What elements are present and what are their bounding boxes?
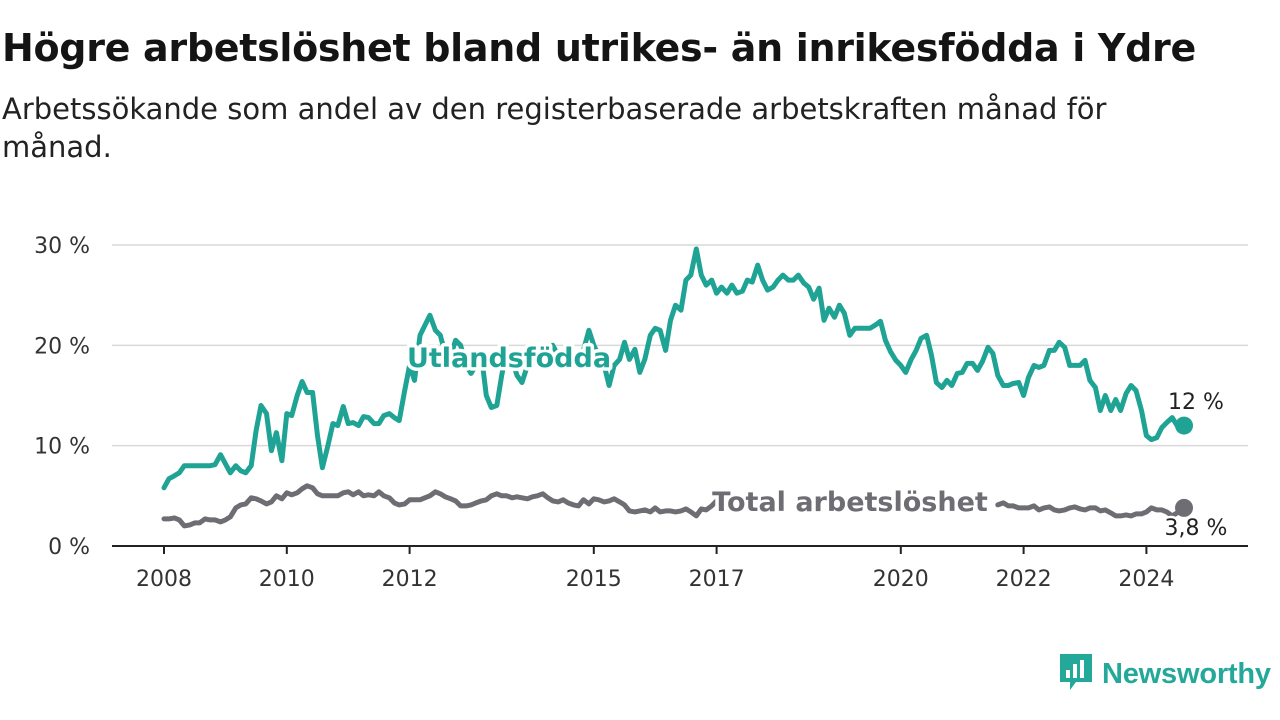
newsworthy-brand[interactable]: Newsworthy [1058,654,1271,694]
y-tick-label: 10 % [34,435,90,460]
series-line-total [161,483,730,529]
x-axis: 2008 2010 2012 2015 2017 2020 2022 2024 [112,545,1248,592]
x-tick-label: 2017 [689,567,745,592]
x-tick-label: 2020 [873,567,929,592]
newsworthy-logo-icon [1058,652,1094,696]
series-end-dot-total [1175,498,1194,517]
series-label-utlandsfodda: Utlandsfödda [407,343,611,374]
chart-subtitle: Arbetssökande som andel av den registerb… [2,92,1107,164]
x-tick-label: 2015 [566,567,622,592]
y-tick-label: 20 % [34,334,90,359]
series-end-dot-utlandsfodda [1175,416,1194,435]
x-tick-label: 2008 [136,567,192,592]
end-value-label-total: 3,8 % [1165,516,1228,541]
y-tick-label: 0 % [48,535,90,560]
series-lines [161,246,1194,529]
series-labels: Utlandsfödda Total arbetslöshet 12 % 3,8 % [403,340,1230,544]
series-label-total: Total arbetslöshet [712,487,988,518]
x-tick-label: 2024 [1118,567,1174,592]
grid-lines [112,244,1248,447]
series-line-utlandsfodda [161,246,1185,491]
chart-title: Högre arbetslöshet bland utrikes- än inr… [2,26,1196,70]
y-axis-ticks: 0 % 10 % 20 % 30 % [34,234,90,560]
x-tick-label: 2022 [996,567,1052,592]
x-tick-label: 2010 [259,567,315,592]
brand-name: Newsworthy [1102,657,1271,690]
x-tick-label: 2012 [382,567,438,592]
series-line-total-recent [995,500,1185,519]
y-tick-label: 30 % [34,234,90,259]
end-value-label-utlandsfodda: 12 % [1168,390,1224,415]
